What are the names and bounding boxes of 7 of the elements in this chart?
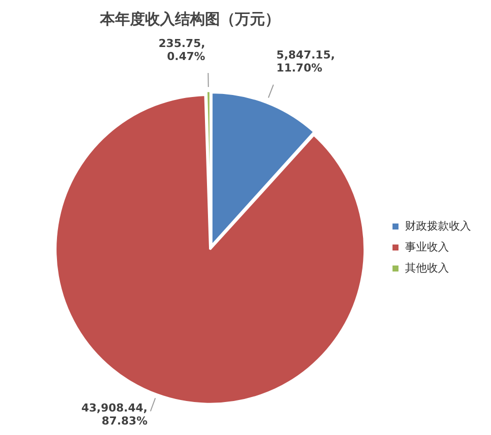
legend-label: 事业收入 [405, 240, 449, 254]
data-label: 5,847.15, 11.70% [276, 48, 335, 75]
legend-label: 其他收入 [405, 261, 449, 274]
data-label: 43,908.44, 87.83% [81, 401, 148, 428]
chart-title: 本年度收入结构图（万元） [98, 10, 281, 29]
legend-label: 财政拨款收入 [405, 219, 471, 232]
data-label: 235.75, 0.47% [158, 37, 206, 64]
